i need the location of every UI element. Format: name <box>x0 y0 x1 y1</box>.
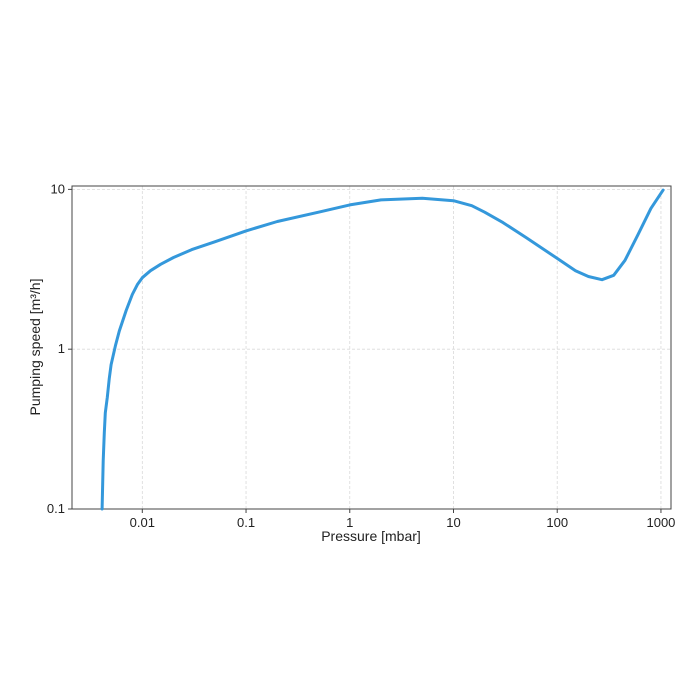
x-axis-label: Pressure [mbar] <box>321 528 421 544</box>
grid <box>72 186 671 510</box>
y-tick-label: 0.1 <box>47 501 65 516</box>
x-tick-label: 1 <box>346 515 353 530</box>
axis-ticks: 0.01 0.1 1 10 100 1000 0.1 1 10 <box>47 181 675 530</box>
x-tick-label: 0.01 <box>130 515 155 530</box>
x-tick-label: 10 <box>446 515 460 530</box>
y-tick-label: 10 <box>51 181 65 196</box>
y-axis-label: Pumping speed [m³/h] <box>27 279 43 416</box>
x-tick-label: 0.1 <box>237 515 255 530</box>
plot-frame <box>71 185 672 510</box>
series-layer <box>100 188 665 511</box>
x-tick-label: 1000 <box>646 515 675 530</box>
x-tick-label: 100 <box>546 515 568 530</box>
y-tick-label: 1 <box>58 341 65 356</box>
pumping-speed-line <box>100 188 665 511</box>
